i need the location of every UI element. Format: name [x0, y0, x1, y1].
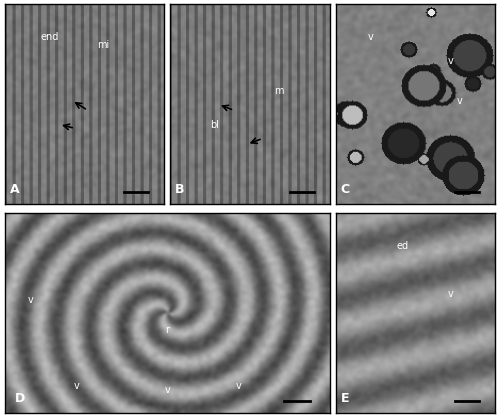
- Text: v: v: [448, 56, 454, 66]
- Text: v: v: [368, 32, 374, 42]
- Text: v: v: [236, 381, 242, 391]
- Text: m: m: [274, 86, 283, 96]
- Text: B: B: [175, 183, 184, 196]
- Text: E: E: [340, 392, 349, 405]
- Text: r: r: [166, 325, 170, 335]
- Text: end: end: [40, 32, 58, 42]
- Text: A: A: [10, 183, 20, 196]
- Text: v: v: [457, 96, 463, 106]
- Text: v: v: [74, 381, 80, 391]
- Text: bl: bl: [210, 121, 220, 131]
- Text: C: C: [340, 183, 350, 196]
- Text: v: v: [28, 295, 34, 305]
- Text: v: v: [448, 289, 454, 299]
- Text: ed: ed: [396, 241, 409, 251]
- Text: v: v: [164, 385, 170, 395]
- Text: D: D: [14, 392, 25, 405]
- Text: mi: mi: [98, 40, 110, 50]
